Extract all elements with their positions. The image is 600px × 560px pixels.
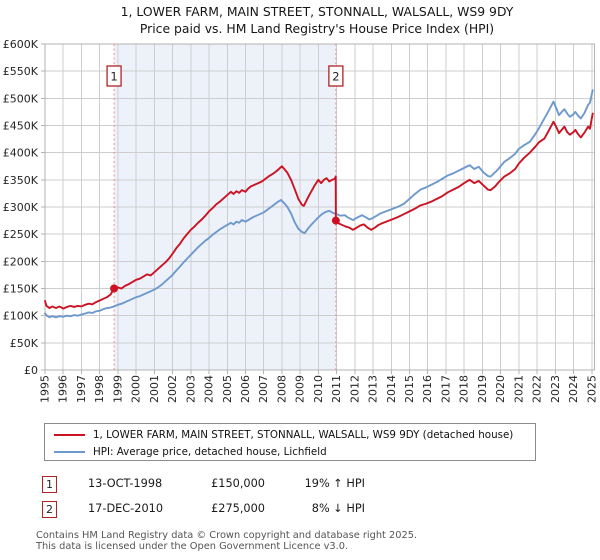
footer-license: This data is licensed under the Open Gov…	[36, 541, 349, 552]
y-tick-label: £150K	[3, 283, 39, 296]
x-tick-label: 2015	[403, 375, 416, 403]
legend-label-hpi: HPI: Average price, detached house, Lich…	[93, 445, 327, 458]
transaction-1-date: 13-OCT-1998	[88, 477, 163, 490]
x-tick-label: 2007	[257, 375, 270, 403]
y-tick-label: £550K	[3, 65, 39, 78]
x-tick-label: 2017	[439, 375, 452, 403]
x-tick-label: 2023	[549, 375, 562, 403]
x-tick-label: 2006	[239, 375, 252, 403]
x-tick-label: 2010	[312, 375, 325, 403]
x-tick-label: 2004	[203, 375, 216, 403]
x-tick-label: 2001	[148, 375, 161, 403]
y-tick-label: £450K	[3, 120, 39, 133]
chart-title-address: 1, LOWER FARM, MAIN STREET, STONNALL, WA…	[120, 4, 514, 19]
x-tick-label: 2022	[531, 375, 544, 403]
x-tick-label: 1996	[57, 375, 70, 403]
x-tick-label: 2003	[184, 375, 197, 403]
transaction-1-number-badge: 1	[42, 476, 57, 493]
x-tick-label: 2012	[348, 375, 361, 403]
legend-blue-line-sample	[54, 450, 85, 453]
chart-title-subtitle: Price paid vs. HM Land Registry's House …	[139, 21, 495, 36]
transaction-row-2: 2 17-DEC-2010 £275,000 8% ↓ HPI	[0, 501, 600, 519]
x-tick-label: 2018	[458, 375, 471, 403]
transaction-2-price: £275,000	[211, 502, 265, 515]
x-tick-label: 2002	[166, 375, 179, 403]
x-tick-label: 1998	[93, 375, 106, 403]
legend-item-property: 1, LOWER FARM, MAIN STREET, STONNALL, WA…	[54, 426, 535, 443]
sale-number-box-1	[106, 65, 122, 87]
x-tick-label: 2013	[367, 375, 380, 403]
sale-marker-1	[110, 284, 119, 293]
transaction-1-hpi-diff: 19% ↑ HPI	[304, 477, 365, 490]
legend-red-line-sample	[54, 433, 85, 436]
y-tick-label: £300K	[3, 201, 39, 214]
transaction-1-price: £150,000	[211, 477, 265, 490]
x-tick-label: 2024	[567, 375, 580, 403]
transaction-2-hpi-diff: 8% ↓ HPI	[311, 502, 365, 515]
x-tick-label: 2021	[512, 375, 525, 403]
x-tick-label: 2000	[130, 375, 143, 403]
y-tick-label: £50K	[10, 337, 39, 350]
price-chart-svg: £0 £50K £100K £150K £200K £250K £300K £350K £400…	[3, 38, 598, 403]
x-tick-label: 2005	[221, 375, 234, 403]
y-tick-label: £600K	[3, 38, 39, 51]
y-tick-label: £200K	[3, 255, 39, 268]
x-tick-label: 2011	[330, 375, 343, 403]
x-tick-label: 1995	[39, 375, 52, 403]
sale-number-box-label-2: 2	[332, 70, 339, 84]
chart-legend: 1, LOWER FARM, MAIN STREET, STONNALL, WA…	[44, 423, 536, 461]
license-footer: Contains HM Land Registry data © Crown c…	[36, 530, 417, 552]
x-tick-label: 2014	[385, 375, 398, 403]
transaction-row-1: 1 13-OCT-1998 £150,000 19% ↑ HPI	[0, 476, 600, 494]
plot-border	[44, 43, 595, 371]
x-tick-label: 1999	[111, 375, 124, 403]
x-tick-label: 2025	[585, 375, 598, 403]
y-tick-label: £100K	[3, 310, 39, 323]
property-price-line	[44, 112, 594, 310]
axis-ticks	[41, 43, 593, 374]
legend-label-property: 1, LOWER FARM, MAIN STREET, STONNALL, WA…	[93, 428, 514, 441]
y-tick-label: £250K	[3, 228, 39, 241]
sale-number-box-2	[328, 65, 344, 87]
x-tick-label: 2019	[476, 375, 489, 403]
x-tick-label: 2008	[275, 375, 288, 403]
x-tick-label: 2009	[294, 375, 307, 403]
grid	[44, 43, 595, 371]
chart-title: 1, LOWER FARM, MAIN STREET, STONNALL, WA…	[39, 3, 595, 37]
sale-marker-2	[331, 216, 340, 225]
y-tick-label: £500K	[3, 92, 39, 105]
y-tick-label: £0	[24, 364, 38, 377]
y-tick-label: £350K	[3, 174, 39, 187]
axis-labels: £0 £50K £100K £150K £200K £250K £300K £350K £400…	[3, 38, 598, 403]
sale-number-box-label-1: 1	[110, 70, 117, 84]
footer-copyright: Contains HM Land Registry data © Crown c…	[36, 530, 418, 541]
y-tick-label: £400K	[3, 147, 39, 160]
transaction-2-date: 17-DEC-2010	[88, 502, 164, 515]
x-tick-label: 2020	[494, 375, 507, 403]
legend-item-hpi: HPI: Average price, detached house, Lich…	[54, 443, 535, 460]
transaction-2-number-badge: 2	[42, 501, 57, 518]
x-tick-label: 2016	[421, 375, 434, 403]
hpi-line	[44, 89, 594, 319]
x-tick-label: 1997	[75, 375, 88, 403]
